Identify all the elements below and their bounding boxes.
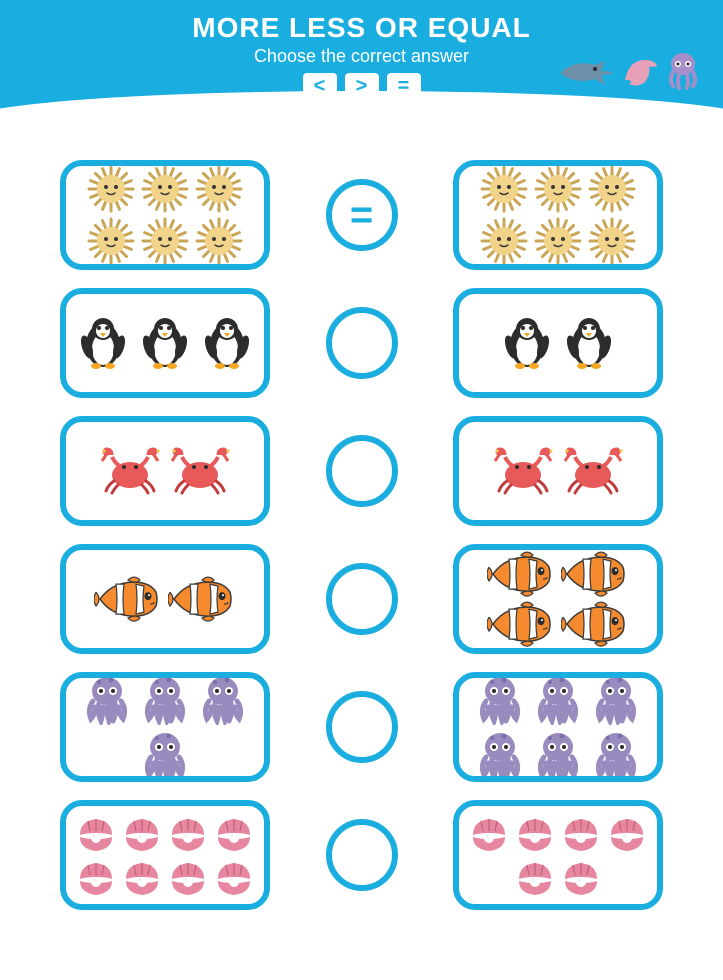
shell-icon [122,813,162,853]
clownfish-icon [561,551,629,597]
right-card [453,544,663,654]
shell-icon [469,813,509,853]
urchin-icon [480,165,528,213]
right-card [453,160,663,270]
right-card [453,288,663,398]
worksheet-row [60,672,663,782]
header-decor [555,50,703,90]
shell-icon [515,813,555,853]
urchin-icon [141,165,189,213]
octopus-icon [139,673,191,725]
urchin-icon [195,165,243,213]
left-card [60,416,270,526]
urchin-icon [588,165,636,213]
urchin-icon [195,217,243,265]
shell-icon [76,857,116,897]
penguin-icon [137,315,193,371]
header: MORE LESS OR EQUAL Choose the correct an… [0,0,723,150]
shell-icon [76,813,116,853]
worksheet-row: = [60,160,663,270]
answer-circle[interactable]: = [326,179,398,251]
clownfish-icon [561,601,629,647]
urchin-icon [87,217,135,265]
clownfish-icon [487,601,555,647]
octopus-icon [590,729,642,781]
shell-icon [214,813,254,853]
worksheet-row [60,544,663,654]
crab-icon [491,447,555,495]
octopus-icon [81,673,133,725]
urchin-icon [480,217,528,265]
urchin-icon [534,217,582,265]
answer-circle[interactable] [326,691,398,763]
crab-icon [561,447,625,495]
shell-icon [122,857,162,897]
shell-icon [561,857,601,897]
octopus-icon [474,673,526,725]
page-title: MORE LESS OR EQUAL [0,12,723,44]
answer-circle[interactable] [326,563,398,635]
left-card [60,288,270,398]
clownfish-icon [168,576,236,622]
clownfish-icon [94,576,162,622]
equal-box: = [387,73,421,99]
greater-than-box: > [345,73,379,99]
worksheet-row [60,800,663,910]
shell-icon [561,813,601,853]
urchin-icon [534,165,582,213]
right-card [453,416,663,526]
answer-circle[interactable] [326,435,398,507]
less-than-box: < [303,73,337,99]
penguin-icon [561,315,617,371]
octopus-icon [663,50,703,90]
left-card [60,544,270,654]
left-card [60,160,270,270]
dolphin-icon [617,50,661,90]
octopus-icon [139,729,191,781]
crab-icon [98,447,162,495]
shell-icon [168,813,208,853]
octopus-icon [197,673,249,725]
worksheet: = [0,140,723,930]
answer-circle[interactable] [326,819,398,891]
shell-icon [214,857,254,897]
penguin-icon [75,315,131,371]
octopus-icon [532,729,584,781]
octopus-icon [532,673,584,725]
right-card [453,672,663,782]
urchin-icon [87,165,135,213]
urchin-icon [141,217,189,265]
answer-circle[interactable] [326,307,398,379]
octopus-icon [474,729,526,781]
shell-icon [607,813,647,853]
urchin-icon [588,217,636,265]
penguin-icon [499,315,555,371]
worksheet-row [60,416,663,526]
shell-icon [168,857,208,897]
penguin-icon [199,315,255,371]
left-card [60,800,270,910]
clownfish-icon [487,551,555,597]
worksheet-row [60,288,663,398]
shark-icon [555,53,615,87]
crab-icon [168,447,232,495]
left-card [60,672,270,782]
octopus-icon [590,673,642,725]
right-card [453,800,663,910]
shell-icon [515,857,555,897]
